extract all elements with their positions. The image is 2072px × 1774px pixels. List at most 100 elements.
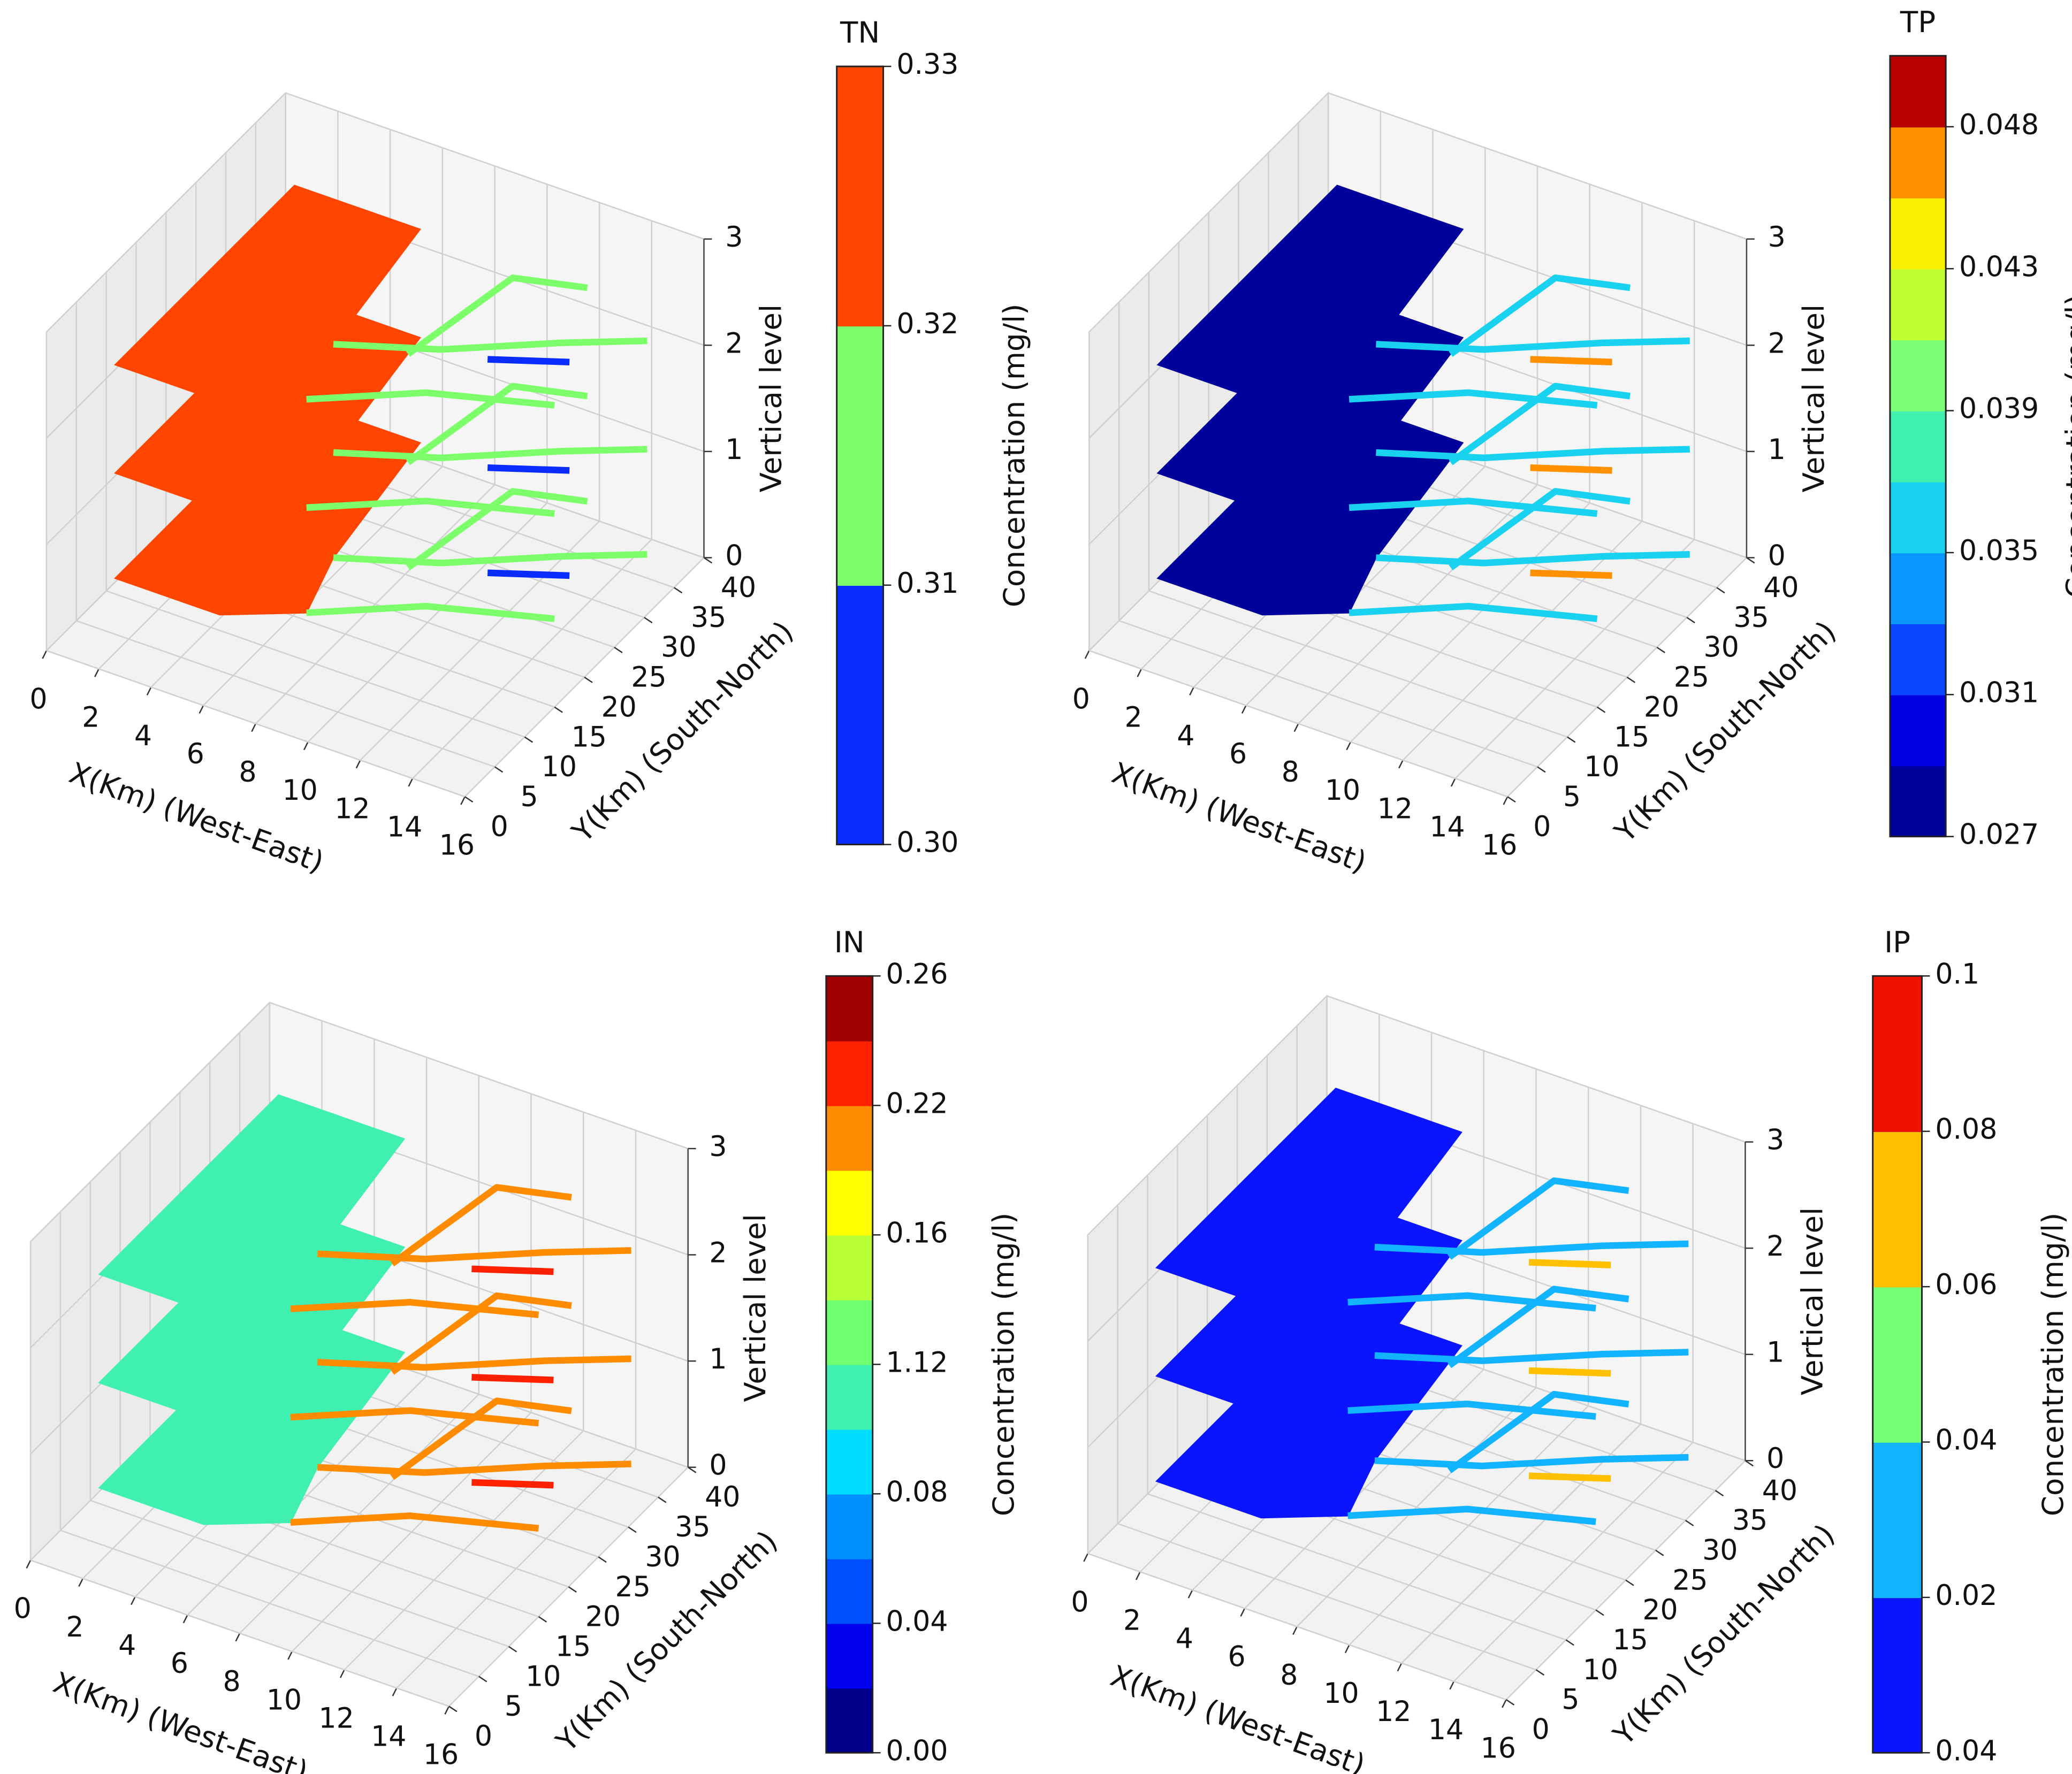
grid-line	[269, 1001, 689, 1150]
tick-mark	[478, 1676, 487, 1683]
grid-line	[1327, 995, 1746, 1143]
x-tick-label: 4	[118, 1630, 136, 1662]
tick-mark	[1686, 617, 1695, 624]
tick-mark	[355, 760, 361, 769]
colorbar-band	[1872, 976, 1922, 1132]
tick-mark	[1626, 676, 1636, 683]
river-channel	[471, 1374, 554, 1383]
tick-mark	[1625, 1579, 1634, 1586]
river-channel	[390, 1184, 572, 1267]
tick-mark	[448, 1706, 458, 1712]
grid-line	[1148, 590, 1568, 738]
x-axis-label: X(Km) (West-East)	[65, 755, 328, 879]
colorbar-tick-label: 0.08	[886, 1476, 948, 1508]
colorbar-band	[826, 1299, 873, 1365]
tick-mark	[524, 736, 533, 743]
z-axis-label: Vertical level	[738, 1214, 772, 1402]
grid-line	[46, 650, 466, 798]
colorbar-band	[1890, 623, 1946, 695]
tick-mark	[1083, 1553, 1088, 1562]
tick-mark	[568, 1586, 577, 1593]
tick-mark	[1137, 668, 1142, 677]
river-channel	[1374, 1240, 1689, 1256]
tick-mark	[1507, 796, 1516, 803]
y-tick-label: 0	[1532, 1714, 1550, 1746]
y-tick-label: 40	[1762, 1475, 1797, 1507]
colorbar-band	[826, 1558, 873, 1624]
colorbar-tick-label: 0.027	[1959, 819, 2039, 851]
colorbar-label: Concentration (mg/l)	[997, 304, 1031, 608]
tick-mark	[1503, 796, 1509, 805]
y-tick-label: 5	[1563, 781, 1581, 813]
colorbar-frame	[1889, 55, 1947, 838]
z-tick-label: 2	[1768, 327, 1786, 360]
tick-mark	[1567, 736, 1576, 743]
colorbar-band	[1890, 197, 1946, 270]
tick-mark	[392, 1687, 398, 1696]
y-tick-label: 10	[542, 751, 577, 783]
river-channel	[333, 337, 648, 353]
z-tick-label: 1	[709, 1343, 727, 1375]
x-tick-label: 10	[1323, 1678, 1359, 1710]
colorbar-title: IP	[1884, 925, 1910, 959]
tick-mark	[1450, 778, 1456, 787]
river-channel	[390, 1397, 572, 1480]
x-tick-label: 0	[14, 1593, 32, 1625]
grid-line	[1088, 92, 1329, 333]
river-channel	[306, 498, 555, 517]
x-tick-label: 0	[29, 684, 47, 716]
x-axis-label: X(Km) (West-East)	[49, 1665, 312, 1774]
y-tick-label: 10	[1584, 751, 1619, 783]
river-channel	[333, 551, 648, 567]
y-tick-label: 30	[661, 632, 696, 664]
colorbar-tick-label: 0.1	[1935, 958, 1979, 990]
tick-mark	[1716, 587, 1725, 594]
river-channel	[1376, 446, 1690, 462]
tick-mark	[1655, 1549, 1664, 1556]
x-tick-label: 16	[423, 1739, 459, 1771]
river-channel	[406, 274, 588, 357]
y-tick-label: 20	[585, 1601, 621, 1633]
y-tick-label: 15	[1613, 1624, 1648, 1656]
y-tick-label: 0	[1533, 811, 1551, 843]
tick-mark	[1449, 1681, 1455, 1690]
river-channel	[487, 569, 570, 579]
colorbar-label: Concentration (mg/l)	[986, 1213, 1020, 1517]
y-tick-label: 10	[1583, 1654, 1618, 1686]
colorbar-band	[1890, 410, 1946, 483]
river-channel	[1349, 389, 1598, 409]
x-tick-label: 12	[1376, 1696, 1411, 1728]
y-tick-label: 35	[691, 602, 726, 634]
colorbar-tick-label: 0.31	[896, 568, 958, 600]
tick-mark	[1344, 1645, 1350, 1654]
tick-mark	[444, 1706, 450, 1715]
z-tick-label: 0	[709, 1450, 727, 1482]
x-tick-label: 14	[371, 1721, 406, 1753]
x-tick-label: 6	[187, 738, 204, 770]
tick-mark	[1596, 706, 1606, 713]
tick-mark	[1715, 1490, 1724, 1497]
z-tick-label: 3	[1768, 221, 1786, 254]
y-tick-label: 30	[645, 1541, 680, 1573]
river-channel	[333, 446, 648, 462]
x-tick-label: 16	[439, 830, 475, 862]
tick-mark	[1346, 741, 1352, 751]
tick-mark	[1241, 705, 1247, 714]
y-tick-label: 35	[1733, 602, 1769, 634]
z-tick-label: 1	[1768, 434, 1786, 466]
tick-mark	[1135, 1571, 1141, 1580]
x-tick-label: 0	[1071, 1586, 1088, 1618]
grid-line	[1088, 650, 1508, 798]
colorbar-tick-label: 0.26	[886, 958, 948, 990]
y-tick-label: 15	[1614, 721, 1649, 753]
tick-mark	[1505, 1699, 1515, 1706]
x-tick-label: 0	[1072, 684, 1090, 716]
x-tick-label: 10	[282, 775, 317, 807]
grid-line	[90, 1500, 509, 1647]
colorbar-band	[1890, 56, 1946, 128]
grid-line	[285, 92, 704, 240]
river-channel	[290, 1298, 539, 1318]
y-tick-label: 25	[1672, 1564, 1708, 1596]
river-channel	[1349, 602, 1598, 622]
river-channel	[317, 1461, 631, 1476]
